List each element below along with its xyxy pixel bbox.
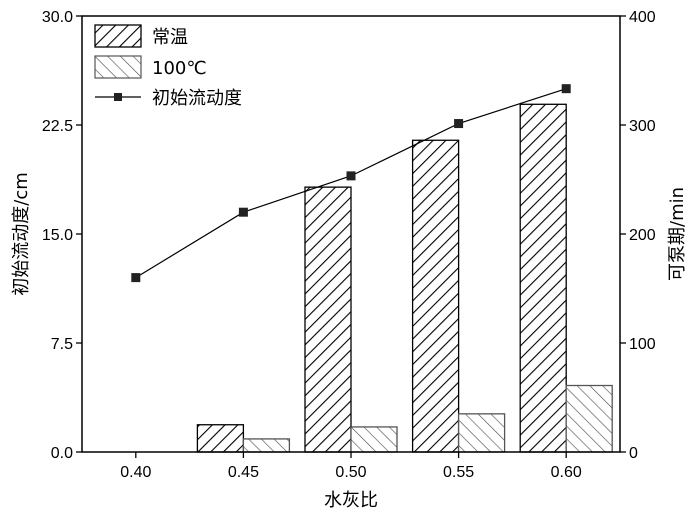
bar-normal-0.55	[411, 139, 460, 453]
x-tick-label: 0.50	[335, 464, 366, 481]
legend-label-normal: 常温	[152, 27, 188, 48]
bar-normal-0.45	[196, 424, 245, 453]
initial-flow-point-0.50	[346, 171, 356, 181]
x-tick-label: 0.45	[228, 464, 259, 481]
x-tick-label: 0.55	[443, 464, 474, 481]
legend-label-initial-flow: 初始流动度	[152, 88, 242, 109]
bar-100c-0.60	[565, 384, 613, 453]
bar-100c-0.55	[457, 413, 506, 453]
y-tick-label-right: 0	[629, 445, 638, 462]
initial-flow-point-0.60	[561, 84, 571, 94]
y-tick-label-left: 0.0	[51, 445, 73, 462]
bar-normal-0.50	[304, 186, 352, 453]
bar-100c-0.45	[242, 438, 291, 453]
legend-swatch-100c	[94, 55, 142, 79]
y-tick-label-right: 400	[629, 9, 656, 26]
initial-flow-point-0.45	[238, 207, 248, 217]
bar-normal-0.60	[519, 103, 567, 453]
y-tick-label-right: 300	[629, 118, 656, 135]
y-tick-label-right: 100	[629, 336, 656, 353]
y-tick-label-left: 7.5	[51, 336, 73, 353]
y-tick-label-left: 15.0	[42, 227, 73, 244]
bars-layer	[196, 103, 613, 453]
x-tick-label: 0.60	[551, 464, 582, 481]
y-tick-label-right: 200	[629, 227, 656, 244]
legend-label-100c: 100℃	[152, 58, 207, 79]
legend: 常温 100℃ 初始流动度	[94, 24, 242, 109]
line-layer	[131, 84, 571, 283]
initial-flow-point-0.40	[131, 273, 141, 283]
ticks-layer: 0.40 0.45 0.50 0.55 0.60 0.0 7.5 15.0 22.5 30.0 0 1…	[42, 9, 656, 481]
legend-marker-sample	[114, 93, 122, 101]
y-tick-label-left: 22.5	[42, 118, 73, 135]
x-axis-title: 水灰比	[324, 490, 378, 511]
y-axis-title-left: 初始流动度/cm	[11, 172, 32, 296]
bar-100c-0.50	[350, 426, 398, 453]
y-axis-title-right: 可泵期/min	[667, 187, 688, 281]
y-tick-label-left: 30.0	[42, 9, 73, 26]
x-tick-label: 0.40	[120, 464, 151, 481]
initial-flow-point-0.55	[454, 119, 464, 129]
legend-swatch-normal	[94, 24, 142, 48]
